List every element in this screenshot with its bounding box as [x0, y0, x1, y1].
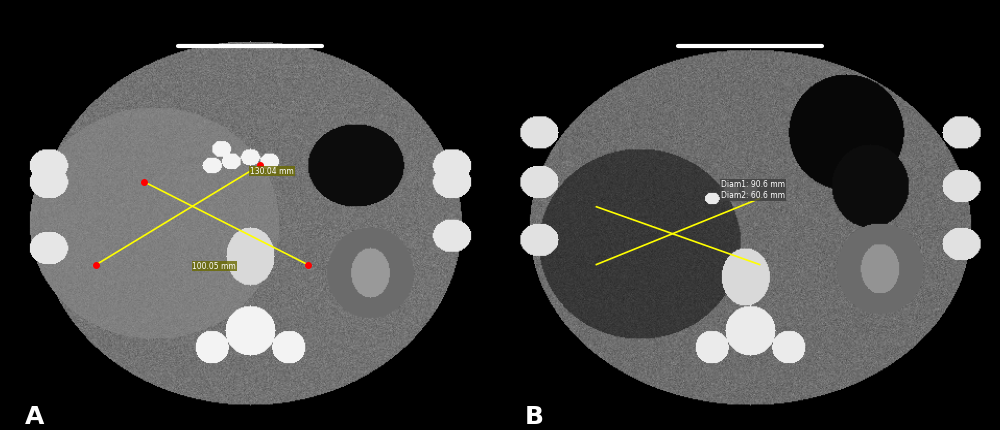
Text: 100.05 mm: 100.05 mm [192, 262, 236, 270]
Text: Diam1: 90.6 mm
Diam2: 60.6 mm: Diam1: 90.6 mm Diam2: 60.6 mm [721, 180, 785, 200]
Text: B: B [524, 405, 543, 429]
Text: 130.04 mm: 130.04 mm [250, 167, 294, 176]
Text: A: A [24, 405, 44, 429]
